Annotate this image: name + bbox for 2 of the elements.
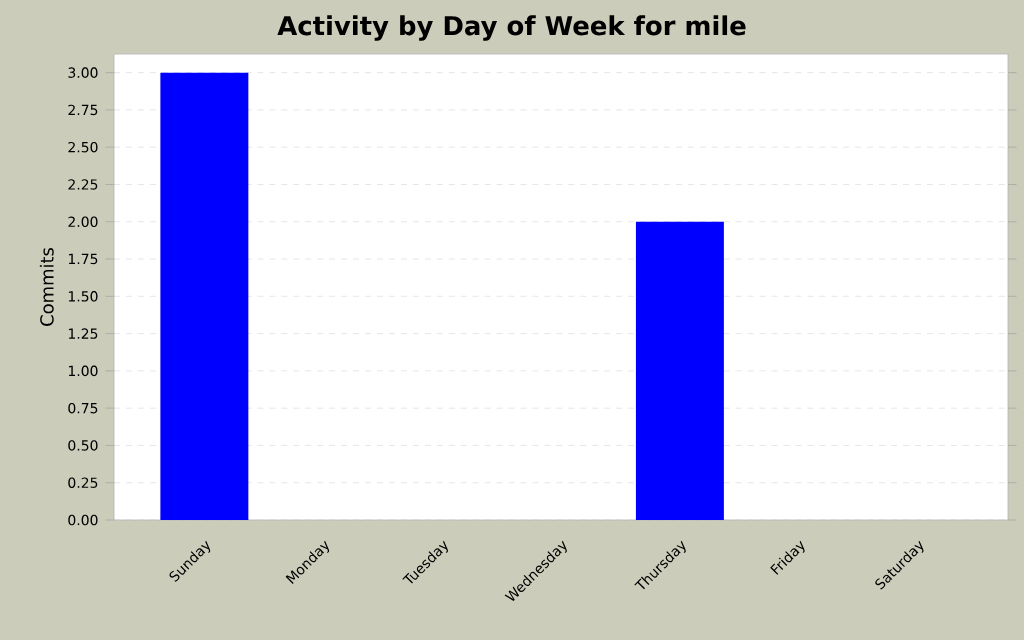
y-axis-title: Commits — [39, 247, 54, 326]
chart-title: Activity by Day of Week for mile — [277, 15, 746, 41]
